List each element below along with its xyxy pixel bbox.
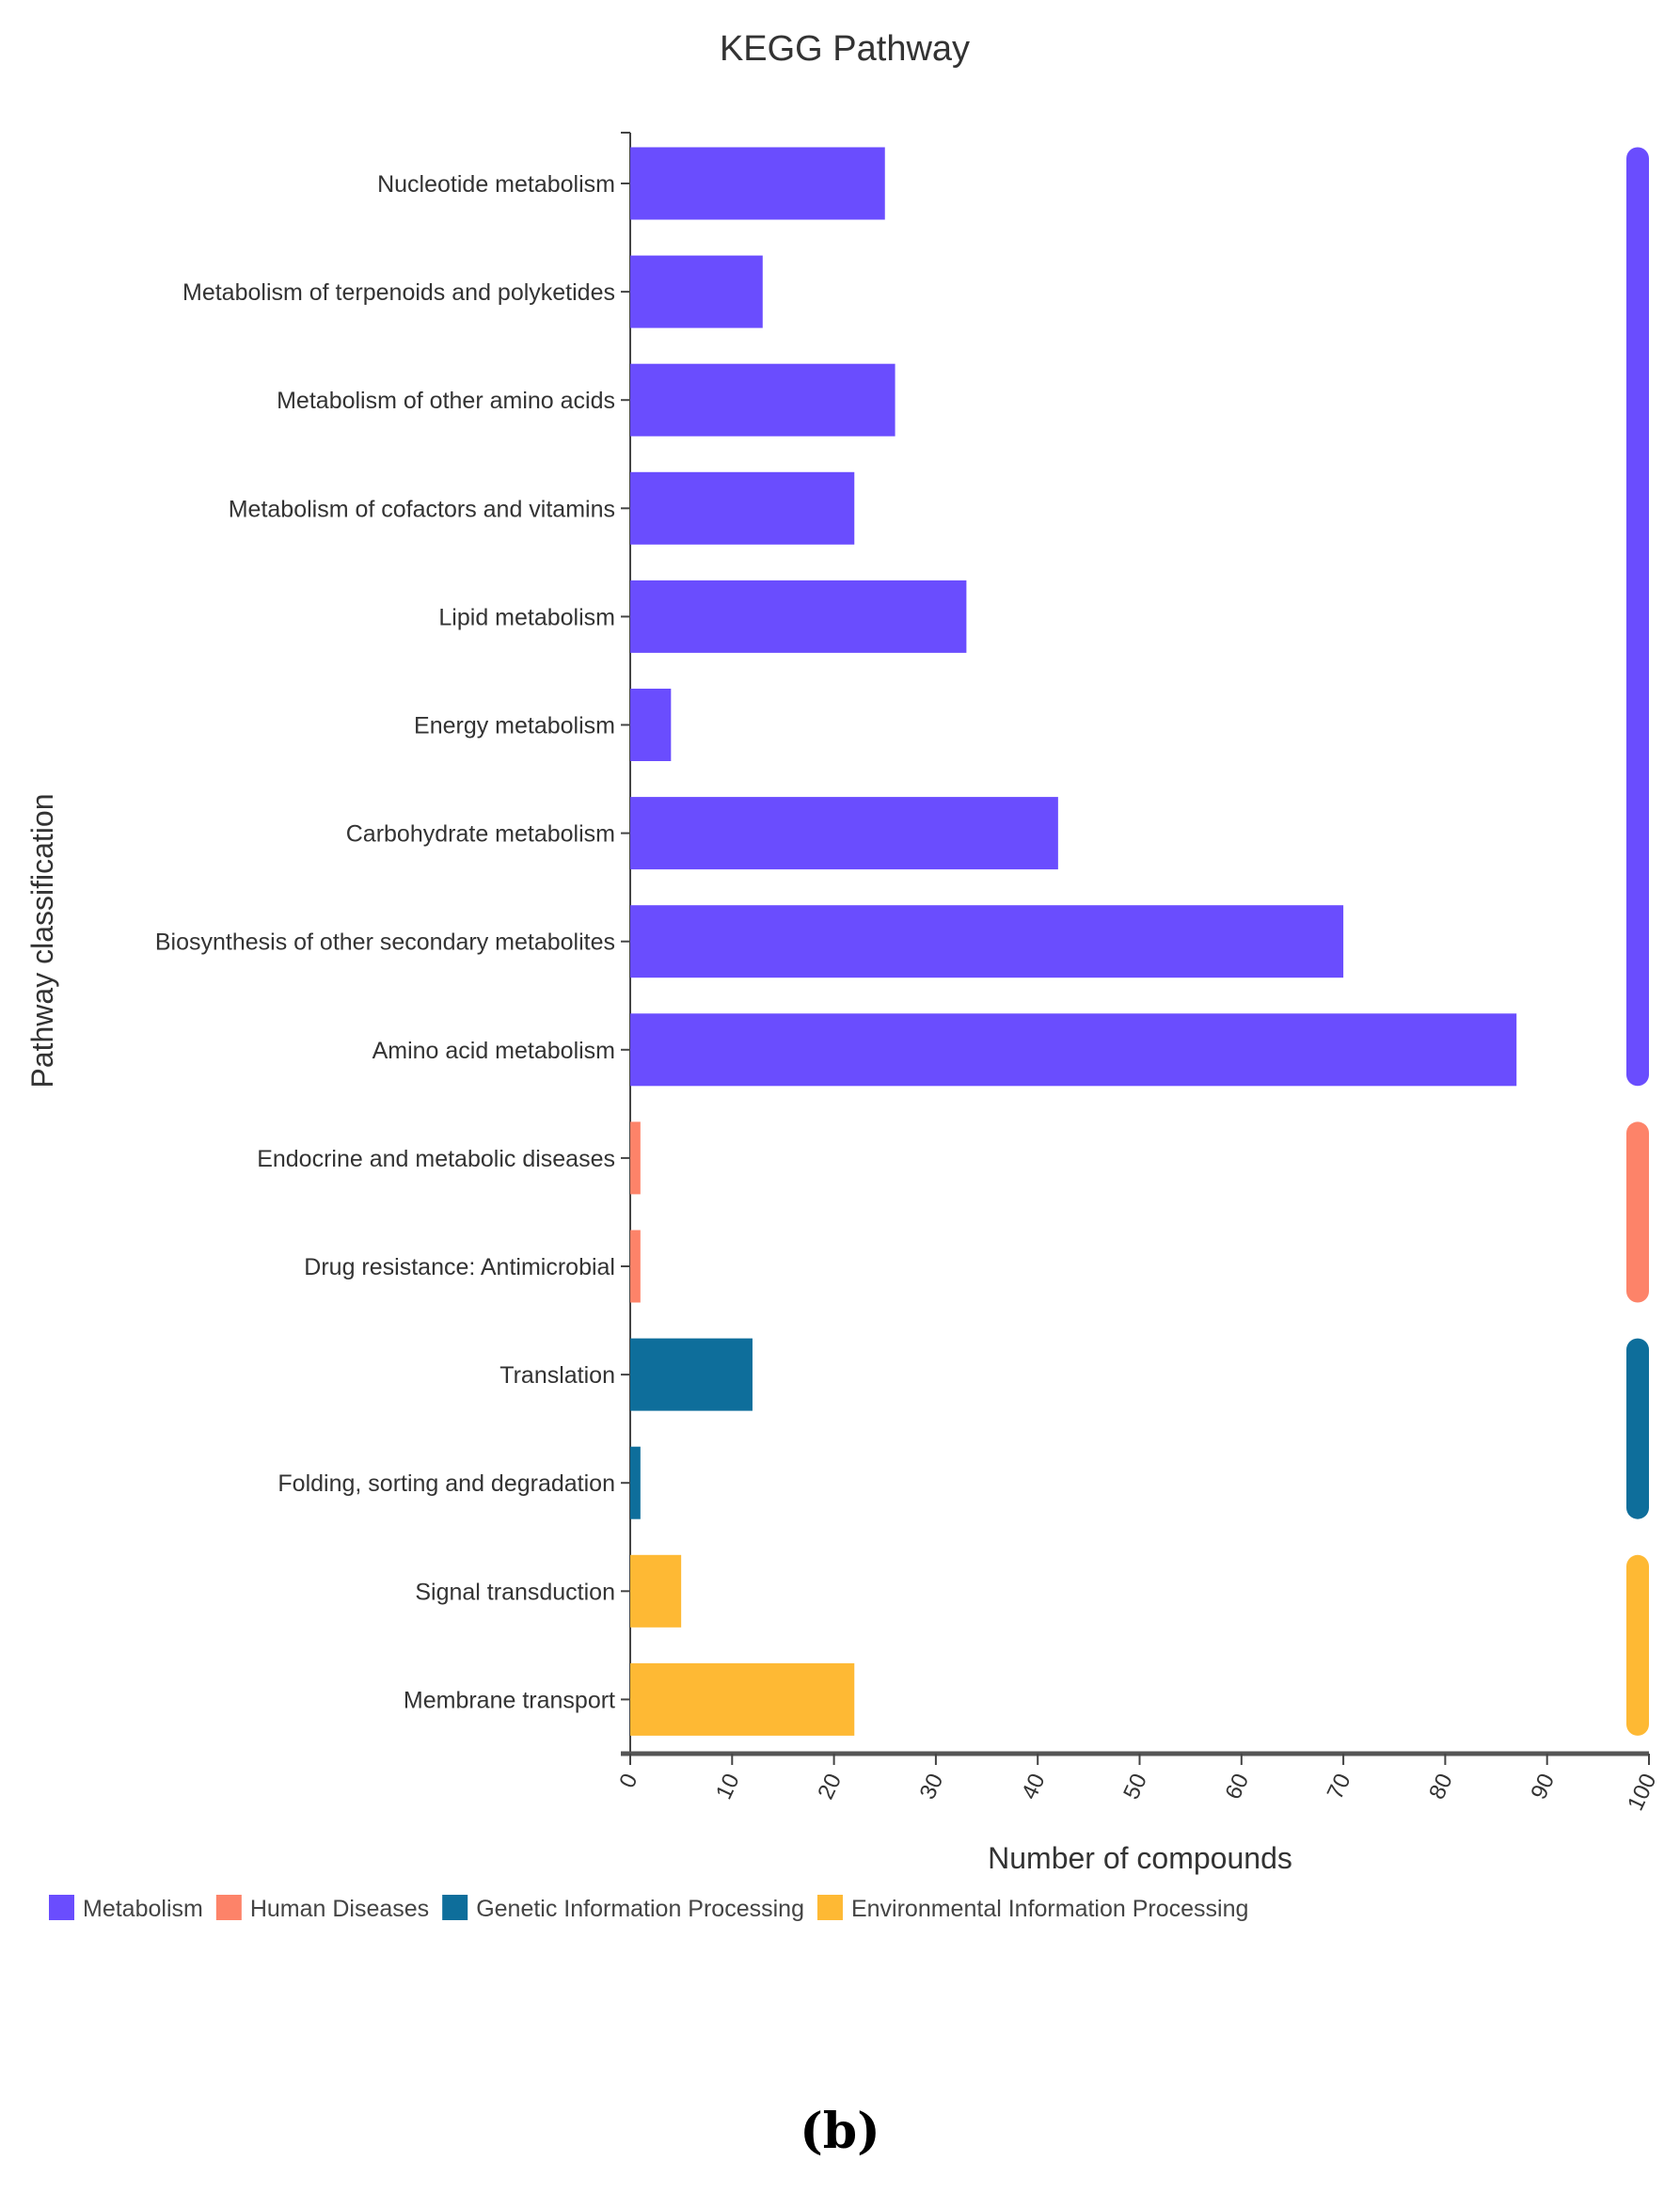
y-tick-label-11: Translation: [499, 1362, 615, 1389]
x-tick-label-10: 100: [1623, 1770, 1661, 1815]
bar-8: [630, 1013, 1517, 1087]
group-indicator-1: [1626, 1121, 1649, 1303]
y-tick-label-0: Nucleotide metabolism: [377, 171, 615, 198]
x-tick-label-1: 10: [711, 1770, 745, 1804]
bar-0: [630, 147, 885, 220]
figure-caption: (b): [800, 2103, 880, 2160]
x-tick-label-2: 20: [813, 1770, 847, 1804]
y-tick-label-5: Energy metabolism: [414, 713, 615, 739]
y-axis-label: Pathway classification: [25, 793, 59, 1088]
x-tick-label-7: 70: [1323, 1770, 1356, 1804]
legend-swatch-3: [816, 1895, 843, 1920]
y-tick-label-1: Metabolism of terpenoids and polyketides: [182, 279, 615, 306]
bar-12: [630, 1446, 641, 1519]
bar-9: [630, 1121, 641, 1195]
x-tick-label-5: 50: [1118, 1770, 1152, 1804]
y-tick-label-14: Membrane transport: [404, 1687, 615, 1713]
bar-10: [630, 1230, 641, 1303]
x-tick-label-9: 90: [1526, 1770, 1560, 1804]
x-tick-label-4: 40: [1017, 1770, 1051, 1804]
legend-label-1: Human Diseases: [250, 1896, 429, 1922]
bar-2: [630, 363, 895, 437]
bar-11: [630, 1338, 753, 1411]
x-axis-label: Number of compounds: [988, 1841, 1292, 1875]
bar-6: [630, 797, 1058, 870]
group-indicator-0: [1626, 147, 1649, 1087]
legend-label-0: Metabolism: [83, 1896, 203, 1922]
bar-14: [630, 1662, 855, 1736]
group-indicator-2: [1626, 1338, 1649, 1519]
legend-label-2: Genetic Information Processing: [476, 1896, 804, 1922]
bar-3: [630, 471, 855, 545]
bar-4: [630, 580, 967, 653]
bar-1: [630, 255, 763, 328]
bar-5: [630, 689, 672, 761]
legend-swatch-1: [215, 1895, 242, 1920]
y-tick-label-3: Metabolism of cofactors and vitamins: [229, 496, 615, 522]
y-tick-label-9: Endocrine and metabolic diseases: [257, 1146, 615, 1172]
bar-13: [630, 1554, 682, 1628]
y-tick-label-2: Metabolism of other amino acids: [277, 388, 615, 414]
legend-swatch-2: [442, 1895, 468, 1920]
y-tick-label-10: Drug resistance: Antimicrobial: [304, 1254, 615, 1280]
x-tick-label-0: 0: [614, 1770, 642, 1792]
bar-7: [630, 905, 1344, 978]
y-tick-label-6: Carbohydrate metabolism: [346, 821, 615, 848]
y-tick-label-13: Signal transduction: [415, 1579, 615, 1605]
x-tick-label-8: 80: [1424, 1770, 1458, 1804]
y-tick-label-7: Biosynthesis of other secondary metaboli…: [155, 930, 615, 956]
group-indicator-3: [1626, 1554, 1649, 1736]
y-tick-label-8: Amino acid metabolism: [372, 1038, 615, 1064]
legend-label-3: Environmental Information Processing: [851, 1896, 1248, 1922]
legend-swatch-0: [49, 1895, 74, 1920]
x-tick-label-6: 60: [1220, 1770, 1254, 1804]
chart-title: KEGG Pathway: [720, 29, 970, 69]
x-tick-label-3: 30: [915, 1770, 949, 1804]
y-tick-label-4: Lipid metabolism: [438, 604, 615, 630]
y-tick-label-12: Folding, sorting and degradation: [277, 1470, 615, 1497]
